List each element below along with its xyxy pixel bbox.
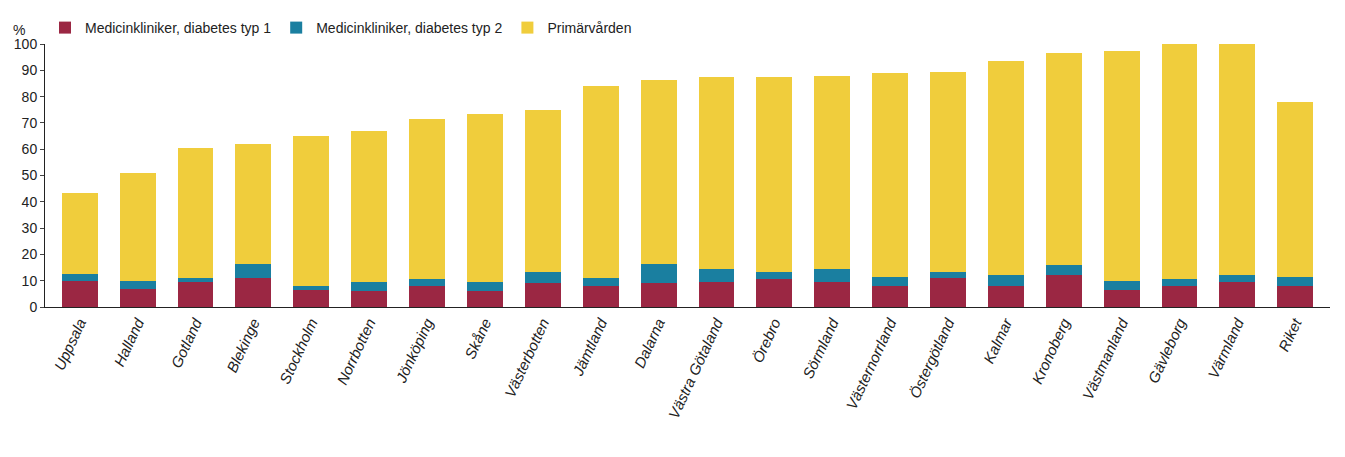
svg-text:80: 80 xyxy=(22,89,38,105)
svg-text:Västmanland: Västmanland xyxy=(1079,315,1132,402)
svg-text:100: 100 xyxy=(14,36,38,52)
svg-text:Kalmar: Kalmar xyxy=(980,315,1016,366)
svg-text:Medicinkliniker, diabetes typ: Medicinkliniker, diabetes typ 1 xyxy=(85,20,271,36)
svg-text:Gävleborg: Gävleborg xyxy=(1144,315,1189,386)
svg-text:20: 20 xyxy=(22,246,38,262)
svg-text:Jämtland: Jämtland xyxy=(569,315,611,379)
svg-text:Uppsala: Uppsala xyxy=(51,316,90,373)
svg-text:Blekinge: Blekinge xyxy=(223,316,263,375)
svg-text:Sörmland: Sörmland xyxy=(799,315,842,381)
svg-text:%: % xyxy=(13,22,25,38)
svg-text:Dalarna: Dalarna xyxy=(630,316,668,371)
svg-text:Jönköping: Jönköping xyxy=(392,315,437,386)
svg-text:50: 50 xyxy=(22,167,38,183)
svg-text:0: 0 xyxy=(29,299,37,315)
svg-text:60: 60 xyxy=(22,141,38,157)
svg-text:Värmland: Värmland xyxy=(1204,315,1247,381)
svg-text:Norrbotten: Norrbotten xyxy=(333,316,378,387)
svg-text:10: 10 xyxy=(22,273,38,289)
svg-text:Östergötland: Östergötland xyxy=(906,315,958,401)
svg-text:Skåne: Skåne xyxy=(461,316,494,362)
svg-text:Riket: Riket xyxy=(1275,315,1305,354)
svg-text:Primärvården: Primärvården xyxy=(547,20,631,36)
svg-text:Stockholm: Stockholm xyxy=(276,316,321,387)
svg-text:Medicinkliniker, diabetes typ: Medicinkliniker, diabetes typ 2 xyxy=(316,20,502,36)
svg-text:Kronoberg: Kronoberg xyxy=(1028,315,1073,386)
svg-text:Västernorrland: Västernorrland xyxy=(843,315,900,412)
svg-text:90: 90 xyxy=(22,62,38,78)
svg-text:Gotland: Gotland xyxy=(167,315,205,370)
svg-text:30: 30 xyxy=(22,220,38,236)
svg-text:Halland: Halland xyxy=(110,315,147,369)
svg-text:70: 70 xyxy=(22,115,38,131)
svg-text:Västra Götaland: Västra Götaland xyxy=(665,315,726,421)
svg-text:40: 40 xyxy=(22,194,38,210)
svg-text:Örebro: Örebro xyxy=(749,316,784,365)
svg-text:Västerbotten: Västerbotten xyxy=(501,316,552,400)
